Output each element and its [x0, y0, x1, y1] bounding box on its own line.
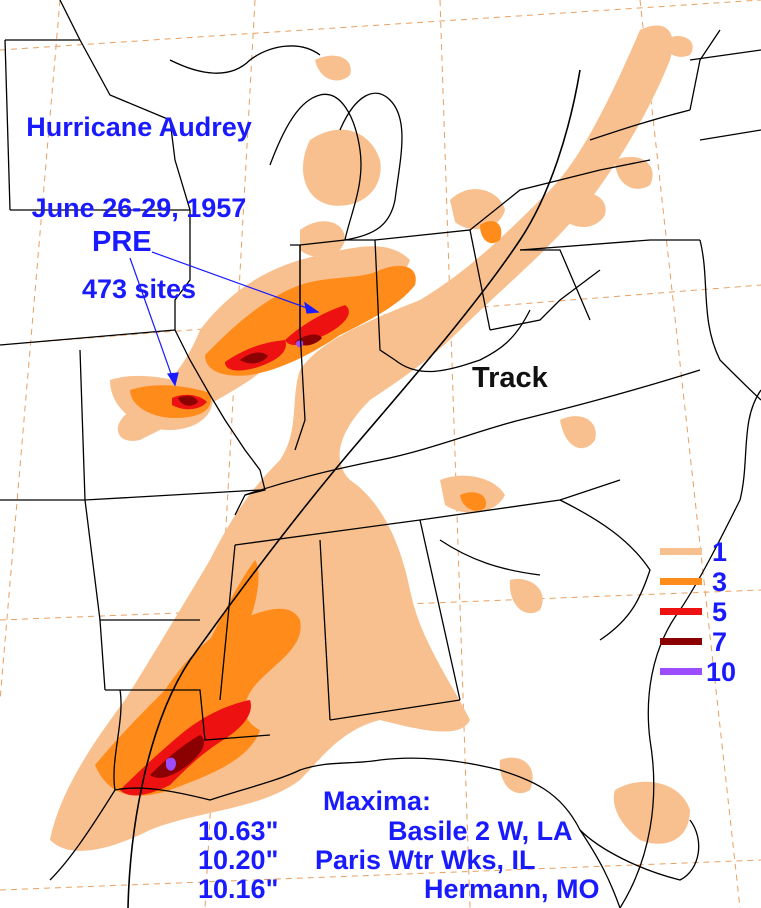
title-line-3: 473 sites — [81, 274, 197, 304]
legend-value-10: 10 — [706, 657, 737, 687]
map-title: Hurricane Audrey June 26-29, 1957 473 si… — [8, 60, 270, 357]
pre-arrows — [129, 251, 320, 387]
legend-swatch-5 — [660, 608, 702, 615]
legend-swatches — [660, 548, 702, 675]
title-line-1: Hurricane Audrey — [26, 112, 252, 142]
maxima-location-3: Hermann, MO — [424, 874, 600, 904]
maxima-heading: Maxima: — [323, 786, 432, 816]
maxima-amount-1: 10.63" — [198, 816, 279, 846]
legend-value-1: 1 — [712, 537, 728, 567]
pre-label: PRE — [92, 226, 152, 258]
title-line-2: June 26-29, 1957 — [31, 193, 247, 223]
legend-value-3: 3 — [712, 567, 728, 597]
maxima-location-2: Paris Wtr Wks, IL — [315, 845, 536, 875]
legend-swatch-3 — [660, 578, 702, 585]
track-label: Track — [472, 362, 548, 394]
storm-track-line — [127, 69, 581, 908]
maxima-amount-3: 10.16" — [198, 874, 279, 904]
legend-swatch-7 — [660, 638, 702, 645]
maxima-amount-2: 10.20" — [198, 845, 279, 875]
legend-swatch-1 — [660, 548, 702, 555]
maxima-location-1: Basile 2 W, LA — [388, 816, 573, 846]
legend-value-5: 5 — [712, 597, 728, 627]
legend-value-7: 7 — [712, 627, 728, 657]
legend-swatch-10 — [660, 668, 702, 675]
